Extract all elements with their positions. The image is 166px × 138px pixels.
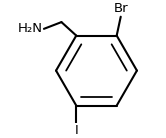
Text: Br: Br [113, 2, 128, 15]
Text: I: I [74, 124, 78, 137]
Text: H₂N: H₂N [18, 22, 42, 35]
